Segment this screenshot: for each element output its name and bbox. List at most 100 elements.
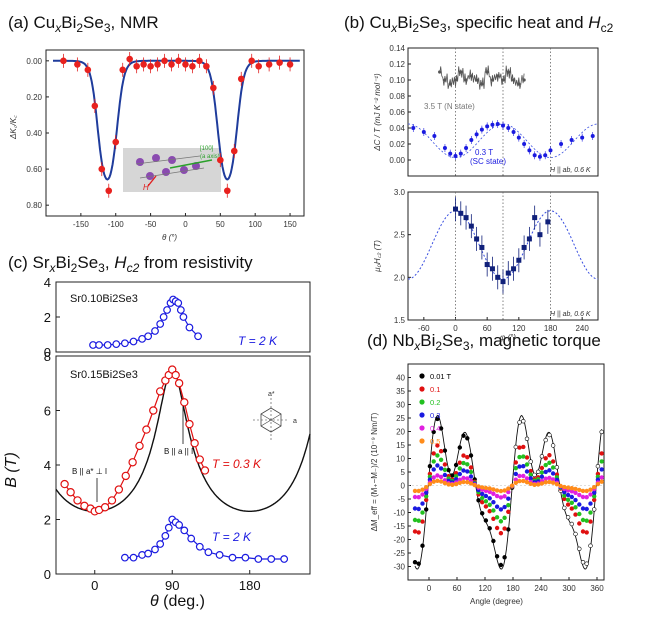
panel-d-point — [543, 476, 548, 481]
panel-c-red-point — [107, 496, 117, 505]
panel-d-point — [420, 487, 425, 492]
panel-d-legend-label: 0.01 T — [430, 372, 452, 381]
panel-d-point — [502, 515, 507, 520]
panel-d-point — [535, 482, 541, 487]
panel-d-point — [595, 481, 601, 487]
panel-d-axes — [407, 363, 605, 581]
panel-d-point — [513, 460, 518, 465]
panel-d-point — [442, 462, 448, 467]
panel-d-ytick-label: 25 — [396, 414, 405, 423]
panel-d-point — [480, 485, 485, 490]
panel-c-blue-point — [267, 555, 276, 563]
panel-b-normal-state-point — [485, 70, 489, 74]
panel-c-chart: B (T) θ (deg.) Sr0.10Bi2Se3 T = 2 K Sr0.… — [3, 275, 311, 610]
panel-b-sc-point — [469, 138, 474, 142]
panel-d-point — [420, 519, 425, 524]
panel-d-point — [573, 505, 578, 510]
panel-d-point — [498, 507, 504, 512]
panel-a-point — [210, 84, 217, 92]
panel-b-hc2-point — [453, 206, 458, 212]
panel-a-point — [154, 61, 161, 68]
panel-c-arrow-right: B || a || I — [164, 447, 193, 456]
panel-d-point — [524, 462, 530, 467]
panel-d-point — [599, 429, 604, 435]
panel-a-ytick-label: 0.80 — [26, 201, 42, 210]
panel-d-point — [498, 530, 504, 536]
panel-d-point — [517, 464, 522, 469]
panel-d-point — [442, 472, 448, 478]
panel-b-hc2-point — [537, 232, 543, 238]
panel-a-point — [133, 62, 140, 70]
panel-d-point — [502, 504, 507, 510]
panel-d-point — [588, 487, 593, 492]
panel-d-xtick-label: 360 — [590, 584, 604, 593]
panel-d-point — [573, 497, 578, 503]
panel-b-hc2-point — [526, 236, 532, 242]
panel-d-point — [573, 512, 578, 517]
panel-d-point — [480, 491, 485, 497]
panel-d-ytick-label: 10 — [396, 455, 405, 464]
panel-d-point — [506, 496, 511, 501]
panel-d-point — [524, 480, 530, 485]
panel-d-point — [427, 481, 433, 487]
panel-d-point — [446, 482, 451, 487]
panel-d-point — [528, 468, 533, 474]
panel-b-sc-point — [464, 146, 469, 150]
panel-d-point — [494, 525, 500, 531]
panel-d-point — [599, 459, 604, 464]
panel-b-bottom-ylabel: μ₀H꜀₂ (T) — [373, 240, 382, 273]
panel-d-point — [580, 506, 586, 511]
panel-c-red-point — [200, 466, 210, 475]
panel-d-point — [539, 465, 545, 471]
panel-b-top-ytick-label: 0.08 — [389, 92, 405, 101]
panel-d-legend-marker — [419, 438, 425, 444]
panel-d-point — [476, 484, 481, 489]
panel-b-top-field: H || ab, 0.6 K — [550, 167, 591, 174]
panel-d-point — [502, 555, 507, 560]
panel-d-point — [539, 481, 545, 486]
panel-b-xlabel: φ (°) — [500, 333, 516, 342]
panel-d-ytick-label: -20 — [393, 536, 405, 545]
panel-d-point — [577, 492, 582, 498]
panel-d-point — [491, 500, 496, 505]
panel-d-point — [517, 445, 522, 450]
panel-a-field-arrow — [147, 175, 157, 187]
panel-a-point — [84, 66, 92, 74]
panel-a-title: (a) CuxBi2Se3, NMR — [8, 13, 159, 35]
panel-c-red-point — [114, 485, 124, 494]
panel-b-35T-label: 3.5 T (N state) — [424, 102, 475, 111]
panel-d-point — [465, 462, 470, 467]
panel-d-xtick-label: 120 — [478, 584, 492, 593]
panel-c-top-ytick-label: 0 — [44, 345, 51, 360]
panel-a-point — [217, 156, 224, 164]
panel-d-point — [584, 495, 589, 500]
panel-d-point — [487, 502, 492, 507]
panel-d-point — [480, 495, 485, 501]
panel-b-sc-point — [411, 126, 416, 130]
panel-d-point — [580, 529, 586, 534]
panel-d-point — [539, 470, 545, 475]
panel-d-point — [416, 506, 421, 512]
panel-d-point — [588, 543, 593, 548]
panel-a-point — [189, 62, 196, 70]
panel-b-hc2-point — [500, 279, 506, 285]
panel-b-hc2-point — [521, 244, 527, 250]
panel-a-xtick-label: 150 — [283, 220, 297, 229]
panel-a-point — [237, 75, 245, 83]
panel-d-point — [588, 492, 593, 497]
panel-d-point — [461, 475, 466, 481]
panel-d-point — [420, 510, 425, 515]
panel-d-point — [480, 500, 485, 505]
panel-d-point — [457, 460, 462, 465]
panel-d-point — [427, 464, 433, 469]
panel-a-point — [196, 57, 203, 65]
panel-b-hc2-point — [532, 215, 538, 221]
panel-b-normal-state-point — [443, 78, 447, 82]
panel-b-xtick-label: 0 — [453, 324, 458, 333]
panel-c-top-point — [156, 320, 165, 328]
panel-c-top-point — [163, 306, 171, 314]
panel-d-xtick-label: 180 — [506, 584, 520, 593]
panel-d-point — [521, 473, 526, 479]
panel-d-ytick-label: 40 — [396, 374, 405, 383]
panel-d-point — [569, 486, 574, 491]
